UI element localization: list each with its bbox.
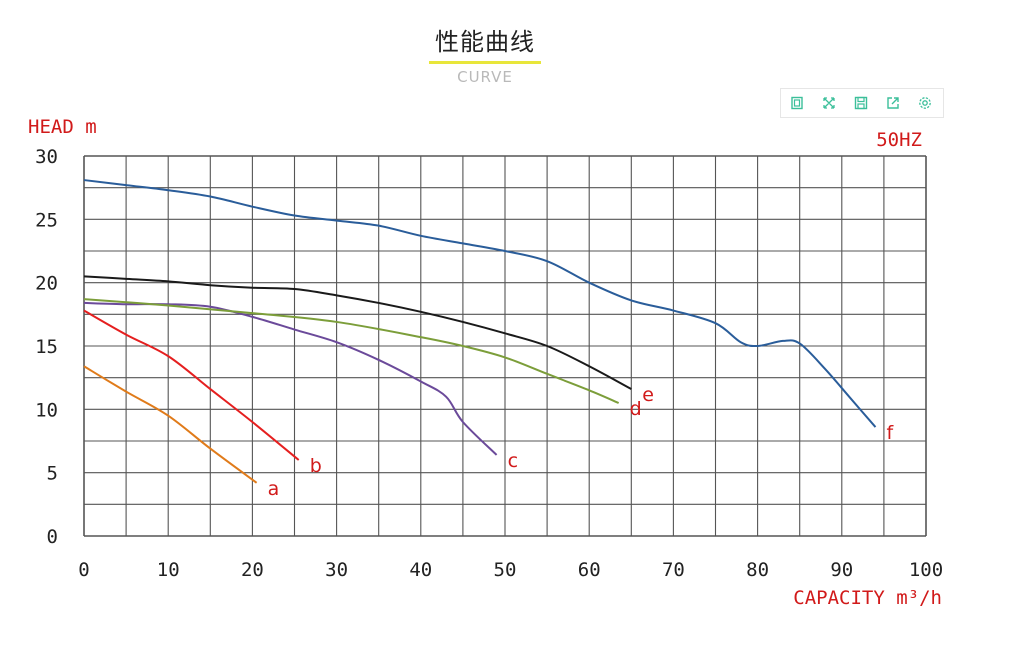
curve-label-e: e [642, 384, 654, 406]
x-tick-label: 20 [241, 559, 264, 581]
x-tick-label: 50 [494, 559, 517, 581]
curve-b [83, 309, 300, 461]
zoom-icon[interactable] [813, 89, 845, 117]
y-tick-label: 25 [35, 209, 58, 231]
chart-curves [83, 179, 877, 484]
x-tick-label: 90 [830, 559, 853, 581]
curve-label-a: a [268, 478, 280, 500]
curve-label-b: b [310, 455, 322, 477]
x-axis-title: CAPACITY m³/h [793, 587, 942, 609]
y-tick-label: 20 [35, 273, 58, 295]
curve-d [83, 298, 620, 404]
curve-c [83, 301, 498, 456]
y-tick-label: 10 [35, 399, 58, 421]
frequency-label: 50HZ [876, 129, 922, 151]
curve-label-f: f [886, 422, 894, 444]
x-tick-label: 40 [409, 559, 432, 581]
curve-label-c: c [508, 450, 518, 472]
chart-grid [83, 155, 927, 537]
x-tick-label: 10 [157, 559, 180, 581]
chart-ticks: 0 10 20 30 40 50 60 70 80 90 100 0 5 10 15 20 25 30 [35, 146, 943, 581]
data-view-icon[interactable] [781, 89, 813, 117]
y-tick-label: 5 [47, 463, 58, 485]
restore-icon[interactable] [845, 89, 877, 117]
curve-a [83, 365, 258, 484]
chart-curve-labels: a b c de f [268, 384, 895, 500]
y-axis-title: HEAD m [28, 116, 97, 138]
x-tick-label: 60 [578, 559, 601, 581]
page-subtitle: CURVE [457, 68, 513, 86]
curve-f [83, 179, 877, 428]
y-tick-label: 30 [35, 146, 58, 168]
x-tick-label: 70 [662, 559, 685, 581]
curve-e [83, 275, 632, 390]
y-tick-label: 15 [35, 336, 58, 358]
title-container: 性能曲线 [0, 22, 970, 64]
settings-icon[interactable] [909, 89, 941, 117]
y-tick-label: 0 [47, 526, 58, 548]
x-tick-label: 30 [325, 559, 348, 581]
page-title: 性能曲线 [429, 22, 541, 64]
x-tick-label: 100 [909, 559, 943, 581]
x-tick-label: 0 [78, 559, 89, 581]
x-tick-label: 80 [746, 559, 769, 581]
chart-toolbox [780, 88, 944, 118]
save-image-icon[interactable] [877, 89, 909, 117]
curve-label-d: d [630, 398, 642, 420]
